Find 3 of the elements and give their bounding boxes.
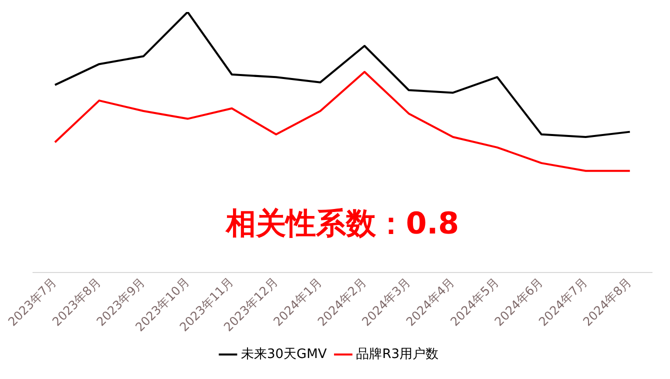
annotation: 相关性系数：0.8 bbox=[224, 206, 460, 242]
legend-label: 未来30天GMV bbox=[240, 346, 327, 362]
legend-label: 品牌R3用户数 bbox=[356, 346, 439, 362]
